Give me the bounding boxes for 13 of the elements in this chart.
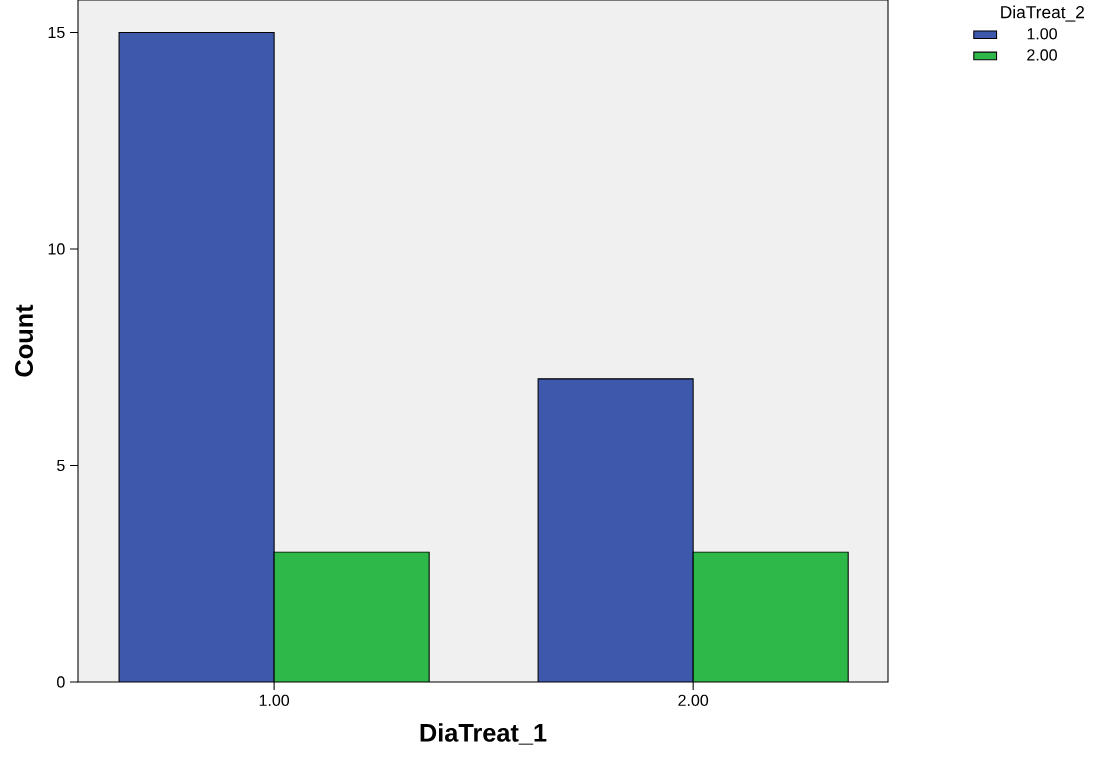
bar — [692, 551, 849, 682]
legend-label: 1.00 — [1027, 28, 1057, 40]
bar — [118, 31, 275, 682]
x-axis-title: DiaTreat_1 — [420, 723, 547, 745]
y-tick-label: 10 — [48, 243, 65, 255]
y-tick-label: 15 — [48, 26, 65, 39]
bar — [537, 378, 694, 682]
bar — [273, 551, 430, 682]
legend-label: 2.00 — [1027, 49, 1057, 61]
y-axis-title: Count — [15, 304, 34, 377]
legend-title: DiaTreat_2 — [1001, 5, 1084, 22]
y-tick-label: 5 — [57, 459, 65, 472]
y-tick-label: 0 — [57, 676, 65, 688]
